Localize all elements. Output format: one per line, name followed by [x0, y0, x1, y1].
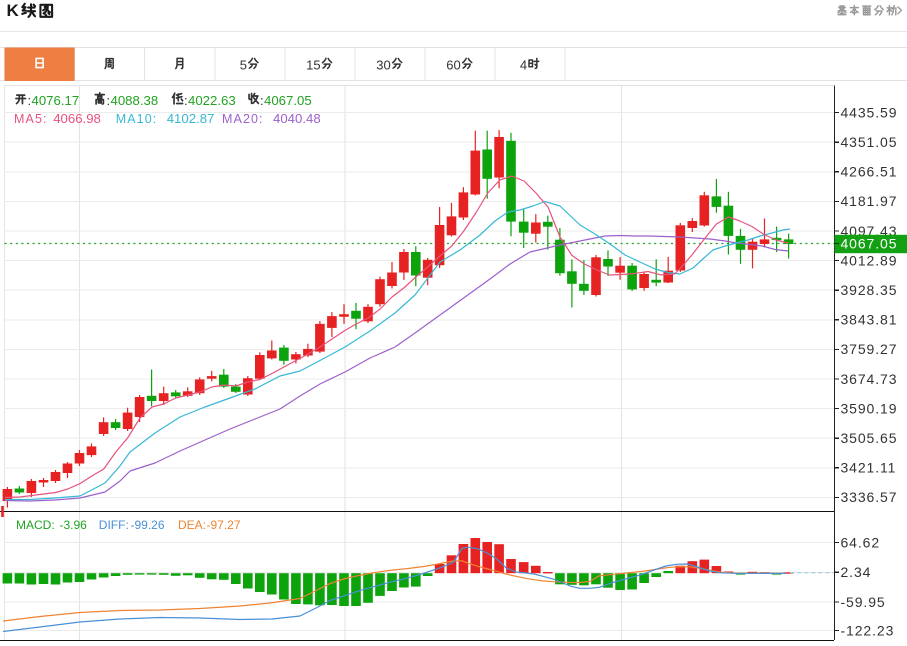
- svg-text:4012.89: 4012.89: [841, 252, 898, 268]
- svg-text:4435.59: 4435.59: [841, 104, 898, 120]
- svg-text:4: 4: [520, 58, 527, 73]
- svg-text:4181.97: 4181.97: [841, 193, 898, 209]
- svg-text:MA10:: MA10:: [116, 112, 158, 126]
- svg-text:DIFF:: DIFF:: [99, 518, 129, 532]
- svg-text::: :: [260, 93, 264, 108]
- svg-text:-99.26: -99.26: [131, 518, 165, 532]
- svg-text:64.62: 64.62: [841, 534, 881, 550]
- svg-text:0: 0: [454, 58, 461, 73]
- svg-text:4102.87: 4102.87: [167, 111, 215, 126]
- svg-text:2.34: 2.34: [841, 564, 872, 580]
- svg-text:3928.35: 3928.35: [841, 282, 898, 298]
- svg-text:3505.65: 3505.65: [841, 430, 898, 446]
- svg-text:0: 0: [383, 58, 390, 73]
- svg-text:DEA:: DEA:: [178, 518, 206, 532]
- svg-text:5: 5: [313, 58, 320, 73]
- svg-text:K: K: [7, 1, 20, 20]
- svg-text:4351.05: 4351.05: [841, 134, 898, 150]
- svg-text:4022.63: 4022.63: [188, 93, 236, 108]
- svg-text:3674.73: 3674.73: [841, 371, 898, 387]
- svg-text:4040.48: 4040.48: [273, 111, 321, 126]
- svg-text:5: 5: [240, 58, 247, 73]
- svg-text:-3.96: -3.96: [60, 518, 88, 532]
- svg-text:MACD:: MACD:: [16, 518, 55, 532]
- svg-text:4076.17: 4076.17: [32, 93, 80, 108]
- svg-text::: :: [28, 93, 32, 108]
- svg-text:4266.51: 4266.51: [841, 164, 898, 180]
- svg-text:3336.57: 3336.57: [841, 489, 898, 505]
- svg-text:3421.11: 3421.11: [841, 460, 897, 476]
- svg-text:4067.05: 4067.05: [264, 93, 312, 108]
- svg-text::: :: [107, 93, 111, 108]
- svg-text:3759.27: 3759.27: [841, 341, 898, 357]
- svg-text:3590.19: 3590.19: [841, 400, 898, 416]
- svg-text:1: 1: [306, 58, 313, 73]
- svg-text:3: 3: [376, 58, 383, 73]
- svg-text:MA20:: MA20:: [222, 112, 264, 126]
- svg-text:4066.98: 4066.98: [53, 111, 101, 126]
- svg-text:3843.81: 3843.81: [841, 312, 898, 328]
- svg-text:4067.05: 4067.05: [841, 236, 898, 252]
- svg-text:-59.95: -59.95: [841, 594, 886, 610]
- svg-text:MA5:: MA5:: [14, 112, 48, 126]
- svg-text:6: 6: [446, 58, 453, 73]
- svg-text:4088.38: 4088.38: [111, 93, 159, 108]
- svg-text::: :: [184, 93, 188, 108]
- svg-text:-97.27: -97.27: [207, 518, 241, 532]
- svg-text:-122.23: -122.23: [841, 622, 895, 638]
